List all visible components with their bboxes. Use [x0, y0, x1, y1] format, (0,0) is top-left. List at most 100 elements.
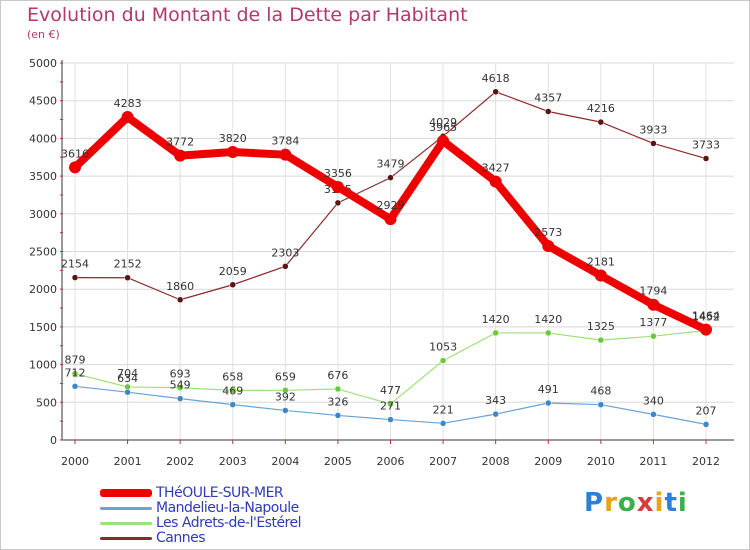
data-label-les-adrets-de-l-est-rel: 676: [327, 369, 348, 382]
legend-swatch: [100, 489, 152, 497]
data-label-mandelieu-la-napoule: 634: [117, 372, 138, 385]
x-tick-label: 2012: [692, 455, 720, 468]
x-tick-label: 2004: [271, 455, 299, 468]
data-point-th-oule-sur-mer: [331, 180, 344, 193]
data-point-mandelieu-la-napoule: [229, 401, 236, 408]
data-label-th-oule-sur-mer: 3356: [324, 167, 352, 180]
data-label-cannes: 4357: [534, 91, 562, 104]
data-label-mandelieu-la-napoule: 207: [696, 404, 717, 417]
data-point-mandelieu-la-napoule: [71, 383, 79, 390]
data-label-cannes: 2059: [219, 265, 247, 278]
y-tick-label: 3000: [29, 208, 57, 221]
legend-swatch: [100, 506, 152, 510]
data-label-les-adrets-de-l-est-rel: 1325: [587, 320, 615, 333]
data-point-cannes: [650, 140, 657, 147]
y-tick-label: 2000: [29, 283, 57, 296]
data-point-th-oule-sur-mer: [542, 239, 555, 252]
x-tick-label: 2011: [639, 455, 667, 468]
data-label-cannes: 1860: [166, 280, 194, 293]
data-label-mandelieu-la-napoule: 221: [433, 403, 454, 416]
logo-letter: x: [636, 488, 655, 518]
data-point-mandelieu-la-napoule: [492, 410, 499, 418]
data-label-mandelieu-la-napoule: 712: [65, 366, 86, 379]
data-label-cannes: 4216: [587, 102, 615, 115]
data-point-les-adrets-de-l-est-rel: [71, 370, 79, 377]
data-label-les-adrets-de-l-est-rel: 704: [117, 367, 138, 380]
data-point-mandelieu-la-napoule: [702, 421, 710, 428]
x-tick-label: 2003: [219, 455, 247, 468]
data-point-mandelieu-la-napoule: [176, 395, 184, 402]
x-tick-label: 2005: [324, 455, 352, 468]
data-point-mandelieu-la-napoule: [545, 399, 552, 407]
data-label-mandelieu-la-napoule: 392: [275, 390, 296, 403]
logo-letter: P: [584, 488, 605, 518]
logo-letter: i: [677, 488, 688, 518]
data-point-cannes: [492, 88, 499, 96]
y-tick-label: 500: [36, 396, 57, 409]
data-label-th-oule-sur-mer: 2181: [587, 256, 615, 269]
data-point-les-adrets-de-l-est-rel: [229, 387, 236, 394]
y-tick-label: 1000: [29, 359, 57, 372]
data-point-cannes: [124, 274, 131, 281]
data-label-th-oule-sur-mer: 2573: [534, 226, 562, 239]
data-label-th-oule-sur-mer: 3820: [219, 132, 247, 145]
data-point-cannes: [229, 281, 236, 289]
data-label-th-oule-sur-mer: 3772: [166, 136, 194, 149]
data-point-les-adrets-de-l-est-rel: [650, 332, 657, 340]
data-point-th-oule-sur-mer: [437, 135, 450, 148]
data-point-les-adrets-de-l-est-rel: [387, 400, 394, 408]
data-label-les-adrets-de-l-est-rel: 477: [380, 384, 401, 397]
data-point-th-oule-sur-mer: [647, 298, 660, 311]
data-label-cannes: 2154: [61, 258, 89, 271]
data-point-mandelieu-la-napoule: [387, 416, 394, 423]
data-point-mandelieu-la-napoule: [282, 407, 289, 414]
data-point-les-adrets-de-l-est-rel: [492, 329, 499, 337]
data-point-th-oule-sur-mer: [69, 161, 81, 174]
data-label-mandelieu-la-napoule: 326: [327, 395, 348, 408]
logo-letter: t: [664, 488, 678, 518]
data-label-mandelieu-la-napoule: 271: [380, 400, 401, 413]
data-point-cannes: [176, 296, 184, 304]
legend-item-adrets: Les Adrets-de-l'Estérel: [100, 515, 302, 531]
data-label-th-oule-sur-mer: 3616: [61, 147, 89, 160]
proxiti-logo: Proxiti: [584, 488, 688, 518]
data-label-cannes: 3933: [639, 123, 667, 136]
data-label-mandelieu-la-napoule: 549: [170, 379, 191, 392]
data-point-cannes: [702, 155, 710, 162]
x-tick-label: 2010: [587, 455, 615, 468]
data-point-mandelieu-la-napoule: [650, 411, 657, 418]
data-point-mandelieu-la-napoule: [597, 401, 605, 408]
data-point-les-adrets-de-l-est-rel: [439, 357, 447, 364]
data-point-mandelieu-la-napoule: [439, 420, 447, 427]
logo-letter: o: [617, 488, 637, 518]
data-label-les-adrets-de-l-est-rel: 1420: [534, 313, 562, 326]
x-tick-label: 2009: [534, 455, 562, 468]
logo-letter: i: [654, 488, 665, 518]
x-tick-label: 2008: [482, 455, 510, 468]
data-label-cannes: 3733: [692, 139, 720, 152]
data-label-les-adrets-de-l-est-rel: 1452: [692, 311, 720, 324]
data-label-th-oule-sur-mer: 3427: [482, 162, 510, 175]
y-tick-label: 2500: [29, 246, 57, 259]
data-label-th-oule-sur-mer: 1464: [692, 310, 720, 323]
y-tick-label: 1500: [29, 321, 57, 334]
x-tick-label: 2002: [166, 455, 194, 468]
data-point-cannes: [334, 199, 342, 207]
data-point-th-oule-sur-mer: [700, 323, 712, 336]
y-tick-label: 4000: [29, 132, 57, 145]
data-point-les-adrets-de-l-est-rel: [334, 385, 342, 393]
data-label-th-oule-sur-mer: 1794: [639, 285, 667, 298]
data-label-cannes: 3479: [377, 158, 405, 171]
legend-label: Les Adrets-de-l'Estérel: [156, 515, 302, 531]
data-label-les-adrets-de-l-est-rel: 1053: [429, 341, 457, 354]
data-point-mandelieu-la-napoule: [124, 388, 131, 396]
data-label-cannes: 4618: [482, 72, 510, 85]
data-point-cannes: [387, 174, 394, 181]
y-tick-label: 4500: [29, 95, 57, 108]
data-point-th-oule-sur-mer: [226, 145, 239, 158]
y-tick-label: 3500: [29, 170, 57, 183]
data-label-th-oule-sur-mer: 4283: [114, 97, 142, 110]
data-label-les-adrets-de-l-est-rel: 659: [275, 370, 296, 383]
